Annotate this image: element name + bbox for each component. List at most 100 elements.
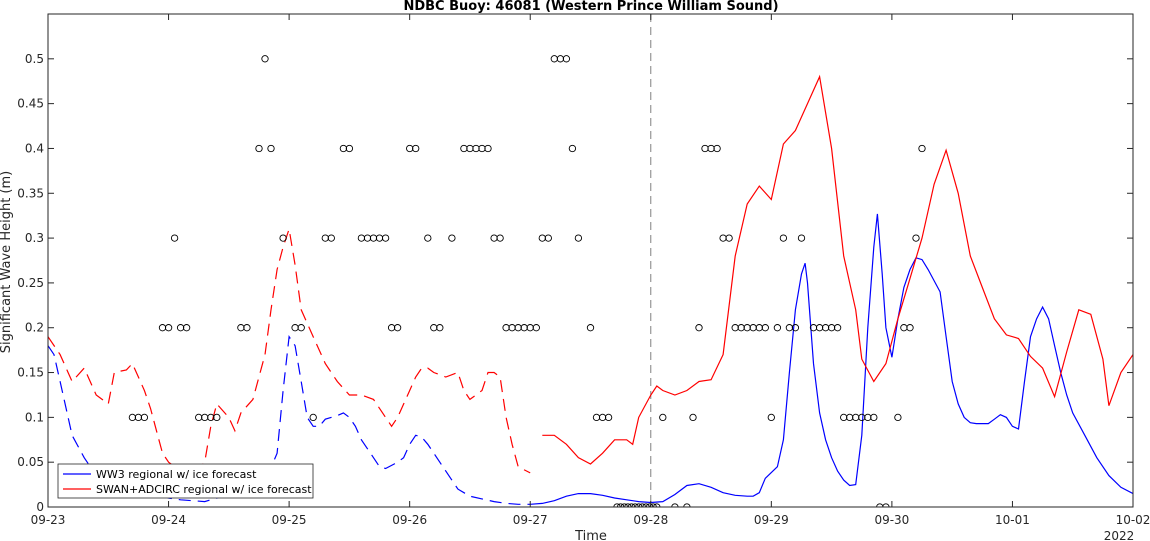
legend-entry-label: WW3 regional w/ ice forecast — [96, 468, 257, 481]
axes-box — [47, 13, 1134, 508]
observation-point — [291, 324, 299, 332]
observation-point — [815, 324, 824, 332]
x-tick-label: 09-24 — [151, 513, 186, 527]
observation-point — [375, 234, 384, 242]
observation-point — [719, 234, 727, 242]
y-tick-label: 0 — [36, 500, 44, 514]
observation-point — [544, 234, 552, 242]
x-tick-label: 09-28 — [633, 513, 668, 527]
observation-point — [279, 234, 287, 242]
observation-point — [182, 324, 191, 332]
observation-point — [508, 324, 516, 332]
observation-point — [255, 144, 263, 153]
observation-point — [852, 413, 860, 422]
observation-point — [821, 324, 830, 332]
observation-point — [514, 324, 522, 332]
observation-point — [321, 234, 329, 242]
observation-point — [490, 234, 498, 242]
observation-point — [894, 413, 902, 422]
observation-point — [604, 413, 613, 422]
x-axis-label: Time — [574, 529, 607, 541]
observation-point — [743, 324, 751, 332]
observation-point — [598, 413, 607, 422]
observation-point — [918, 144, 926, 153]
observation-point — [761, 324, 769, 332]
observation-point — [345, 144, 354, 153]
y-tick-label: 0.3 — [25, 231, 44, 245]
observation-point — [550, 55, 558, 63]
observation-point — [858, 413, 866, 422]
axes: 0 0.05 0.1 0.15 0.2 0.25 0.3 0.35 0.4 0.45 0.5 09-2… — [17, 13, 1150, 527]
y-tick-label: 0.2 — [25, 321, 44, 335]
observation-point — [870, 413, 878, 422]
observation-point — [478, 144, 486, 153]
y-tick-label: 0.15 — [17, 366, 44, 380]
observation-point — [574, 234, 583, 242]
observation-point — [562, 55, 571, 63]
legend: WW3 regional w/ ice forecast SWAN+ADCIRC … — [57, 463, 314, 499]
observation-point — [833, 324, 842, 332]
observation-point — [237, 324, 245, 332]
observation-point — [466, 144, 474, 153]
x-tick-label: 09-29 — [754, 513, 789, 527]
observation-point — [140, 413, 149, 422]
observation-point — [502, 324, 510, 332]
x-tick-label: 09-25 — [272, 513, 307, 527]
observation-point — [357, 234, 366, 242]
observation-point — [791, 324, 800, 332]
observation-point — [484, 144, 492, 153]
observation-point — [755, 324, 763, 332]
observation-point — [737, 324, 745, 332]
observation-point — [695, 324, 703, 332]
observation-point — [785, 324, 794, 332]
chart-title: NDBC Buoy: 46081 (Western Prince William… — [403, 0, 778, 14]
observation-point — [339, 144, 348, 153]
x-tick-label: 09-27 — [513, 513, 548, 527]
observation-point — [912, 234, 920, 242]
observation-point — [158, 324, 167, 332]
observation-point — [176, 324, 185, 332]
observation-point — [592, 413, 601, 422]
x-tick-label: 09-30 — [874, 513, 909, 527]
y-tick-label: 0.45 — [17, 97, 44, 111]
x-axis-year-label: 2022 — [1104, 529, 1135, 541]
observation-point — [213, 413, 221, 422]
y-tick-label: 0.1 — [25, 410, 44, 424]
observation-point — [134, 413, 143, 422]
series-1-forecast-line — [542, 74, 1133, 465]
observation-point — [864, 413, 872, 422]
observation-point — [381, 234, 390, 242]
observation-point — [195, 413, 203, 422]
observation-point — [460, 144, 468, 153]
observation-point — [520, 324, 528, 332]
observation-point — [309, 413, 317, 422]
observation-point — [128, 413, 137, 422]
observation-point — [526, 324, 534, 332]
y-tick-label: 0.05 — [17, 455, 44, 469]
observation-point — [773, 324, 782, 332]
observation-point — [412, 144, 420, 153]
observation-point — [261, 55, 269, 63]
series-0-forecast-line — [530, 213, 1133, 505]
y-tick-label: 0.25 — [17, 276, 44, 290]
observation-point — [840, 413, 848, 422]
x-tick-label: 10-01 — [995, 513, 1030, 527]
observation-point — [906, 324, 914, 332]
observation-point — [586, 324, 595, 332]
observation-point — [749, 324, 757, 332]
observation-point — [725, 234, 733, 242]
observation-point — [797, 234, 806, 242]
observation-point — [846, 413, 854, 422]
observation-point — [430, 324, 438, 332]
observation-point — [731, 324, 739, 332]
observation-point — [767, 413, 775, 422]
observation-point — [713, 144, 721, 153]
observation-point — [436, 324, 444, 332]
y-tick-label: 0.35 — [17, 186, 44, 200]
observation-point — [170, 234, 179, 242]
observation-point — [538, 234, 546, 242]
observation-point — [448, 234, 456, 242]
observation-point — [827, 324, 836, 332]
